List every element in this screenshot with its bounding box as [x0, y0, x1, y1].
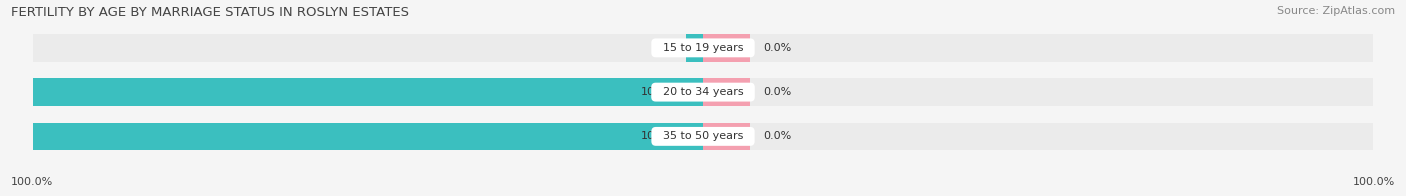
Bar [703, 78, 749, 106]
Text: 0.0%: 0.0% [763, 43, 792, 53]
Text: 100.0%: 100.0% [641, 87, 683, 97]
Text: 100.0%: 100.0% [641, 131, 683, 141]
Text: FERTILITY BY AGE BY MARRIAGE STATUS IN ROSLYN ESTATES: FERTILITY BY AGE BY MARRIAGE STATUS IN R… [11, 6, 409, 19]
Text: 35 to 50 years: 35 to 50 years [655, 131, 751, 141]
Text: 20 to 34 years: 20 to 34 years [655, 87, 751, 97]
Text: 0.0%: 0.0% [763, 131, 792, 141]
Text: 100.0%: 100.0% [1353, 177, 1395, 187]
Bar [703, 78, 1372, 106]
Bar [34, 123, 703, 150]
Bar [703, 34, 1372, 62]
Bar [34, 34, 703, 62]
Text: 15 to 19 years: 15 to 19 years [655, 43, 751, 53]
Text: 0.0%: 0.0% [763, 87, 792, 97]
Text: 0.0%: 0.0% [655, 43, 683, 53]
Bar [703, 123, 1372, 150]
Bar [34, 123, 703, 150]
Bar [703, 34, 749, 62]
Bar [34, 78, 703, 106]
Bar [703, 123, 749, 150]
Bar [686, 34, 703, 62]
Text: Source: ZipAtlas.com: Source: ZipAtlas.com [1277, 6, 1395, 16]
Bar [34, 78, 703, 106]
Text: 100.0%: 100.0% [11, 177, 53, 187]
